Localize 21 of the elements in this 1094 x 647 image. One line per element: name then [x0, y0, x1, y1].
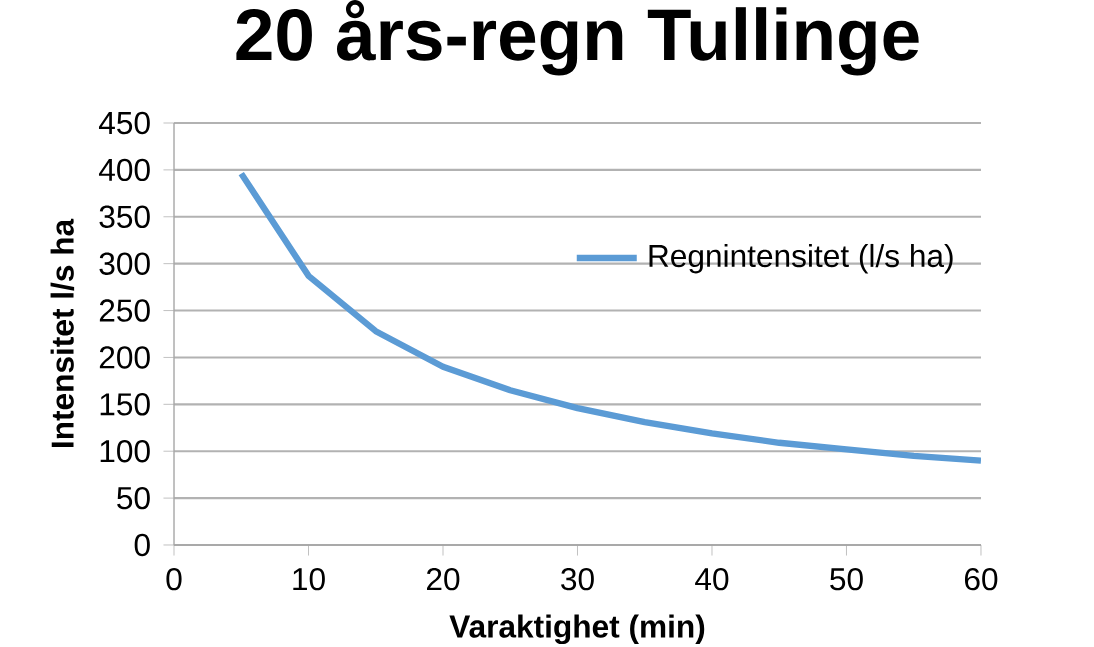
y-axis-title: Intensitet l/s ha: [50, 218, 75, 448]
y-tick-label: 400: [98, 158, 150, 182]
x-axis-title: Varaktighet (min): [449, 614, 705, 645]
x-tick-label: 40: [695, 567, 729, 591]
x-tick-label: 50: [830, 567, 863, 591]
legend-label: Regnintensitet (l/s ha): [649, 243, 953, 274]
y-tick-label: 0: [134, 533, 150, 557]
y-tick-label: 200: [99, 346, 150, 369]
x-tick-label: 30: [561, 567, 594, 591]
y-tick-label: 450: [98, 111, 150, 135]
x-tick-label: 0: [166, 567, 182, 591]
x-tick-label: 10: [293, 567, 325, 591]
y-tick-label: 150: [100, 393, 150, 416]
y-tick-label: 250: [99, 299, 150, 322]
chart-title: 20 års-regn Tullinge: [236, 0, 919, 76]
y-tick-label: 350: [99, 205, 150, 228]
y-tick-label: 50: [117, 486, 150, 510]
y-tick-label: 100: [100, 439, 150, 463]
y-tick-label: 300: [99, 252, 150, 275]
x-tick-label: 20: [427, 567, 460, 591]
x-tick-label: 60: [964, 567, 998, 591]
